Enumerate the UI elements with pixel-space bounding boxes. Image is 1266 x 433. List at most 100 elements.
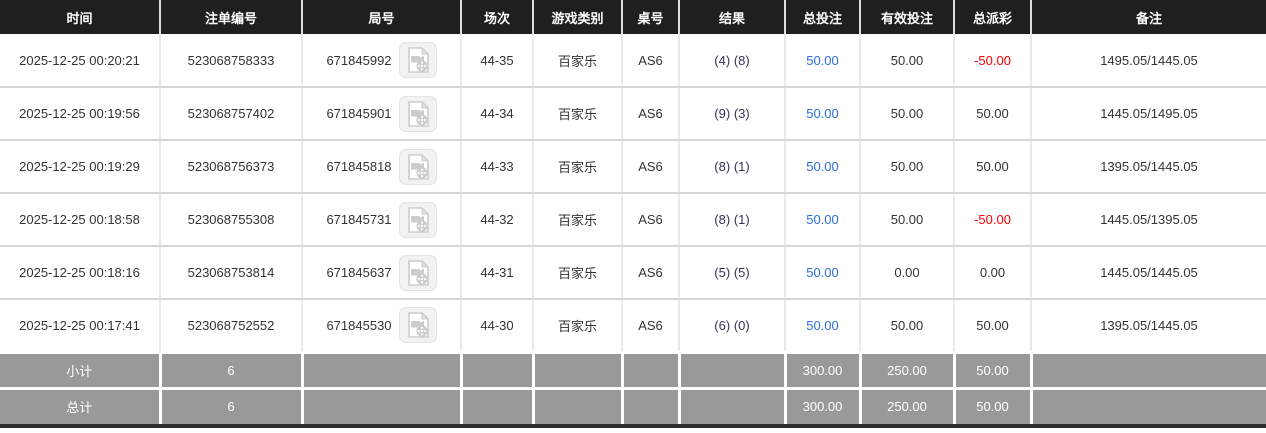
cell-valid-bet: 50.00 [860, 299, 955, 352]
cell-table-id: AS6 [622, 299, 680, 352]
video-replay-button[interactable] [398, 42, 437, 78]
round-id-text: 671845901 [326, 106, 392, 121]
cell-payout: -50.00 [954, 193, 1032, 247]
subtotal-row: 小计 6 300.00 250.00 50.00 [0, 350, 1266, 388]
cell-session: 44-31 [461, 246, 534, 300]
cell-game-type: 百家乐 [533, 140, 623, 194]
cell-time: 2025-12-25 00:20:21 [0, 34, 161, 88]
video-file-icon [407, 153, 429, 180]
cell-payout: 50.00 [954, 87, 1032, 141]
cell-time: 2025-12-25 00:18:16 [0, 246, 161, 300]
video-replay-button[interactable] [398, 201, 437, 238]
table-header: 时间 注单编号 局号 场次 游戏类别 桌号 结果 总投注 有效投注 总派彩 备注 [0, 0, 1266, 34]
player-score: (9) [714, 106, 731, 121]
cell-game-type: 百家乐 [533, 34, 623, 88]
cell-result: (8) (1) [679, 193, 786, 247]
col-header-valid-bet: 有效投注 [860, 0, 955, 34]
col-header-remark: 备注 [1031, 0, 1266, 34]
banker-score: (5) [733, 265, 750, 280]
round-id-text: 671845637 [326, 265, 392, 280]
cell-table-id: AS6 [622, 34, 680, 88]
banker-score: (1) [733, 212, 750, 227]
cell-session: 44-32 [461, 193, 534, 247]
subtotal-total-bet: 300.00 [785, 350, 862, 388]
cell-session: 44-35 [461, 34, 534, 88]
table-body: 2025-12-25 00:20:21 523068758333 6718459… [0, 34, 1266, 352]
cell-round-id: 671845530 [302, 299, 462, 352]
cell-valid-bet: 50.00 [860, 140, 955, 194]
col-header-payout: 总派彩 [954, 0, 1032, 34]
cell-remark: 1445.05/1395.05 [1031, 193, 1266, 247]
header-row: 时间 注单编号 局号 场次 游戏类别 桌号 结果 总投注 有效投注 总派彩 备注 [0, 0, 1266, 34]
round-id-text: 671845530 [326, 317, 392, 333]
cell-bet-id: 523068757402 [160, 87, 303, 141]
cell-round-id: 671845901 [302, 87, 462, 141]
col-header-round-id: 局号 [302, 0, 462, 34]
video-replay-button[interactable] [398, 95, 437, 132]
cell-game-type: 百家乐 [533, 246, 623, 300]
video-file-icon [407, 312, 429, 339]
player-score: (5) [714, 265, 731, 280]
round-id-text: 671845731 [326, 212, 392, 227]
cell-valid-bet: 50.00 [860, 193, 955, 247]
video-replay-button[interactable] [398, 307, 437, 344]
video-replay-button[interactable] [398, 148, 437, 185]
cell-bet-id: 523068755308 [160, 193, 303, 247]
cell-round-id: 671845992 [302, 34, 462, 88]
cell-total-bet[interactable]: 50.00 [785, 193, 861, 247]
cell-time: 2025-12-25 00:19:29 [0, 140, 161, 194]
table-row: 2025-12-25 00:19:56 523068757402 6718459… [0, 87, 1266, 141]
banker-score: (8) [733, 52, 750, 68]
col-header-result: 结果 [679, 0, 786, 34]
subtotal-payout: 50.00 [954, 350, 1033, 388]
cell-total-bet[interactable]: 50.00 [785, 34, 861, 88]
cell-round-id: 671845731 [302, 193, 462, 247]
cell-total-bet[interactable]: 50.00 [785, 299, 861, 352]
bottom-divider-bar [0, 424, 1266, 428]
grand-total-total-bet: 300.00 [785, 386, 862, 424]
col-header-bet-id: 注单编号 [160, 0, 303, 34]
round-id-text: 671845818 [326, 159, 392, 174]
cell-round-id: 671845818 [302, 140, 462, 194]
cell-payout: 0.00 [954, 246, 1032, 300]
col-header-total-bet: 总投注 [785, 0, 861, 34]
cell-bet-id: 523068758333 [160, 34, 303, 88]
cell-total-bet[interactable]: 50.00 [785, 87, 861, 141]
cell-table-id: AS6 [622, 246, 680, 300]
cell-time: 2025-12-25 00:17:41 [0, 299, 161, 352]
cell-session: 44-34 [461, 87, 534, 141]
cell-session: 44-33 [461, 140, 534, 194]
subtotal-label: 小计 [0, 350, 162, 388]
cell-payout: 50.00 [954, 140, 1032, 194]
grand-total-count: 6 [160, 386, 304, 424]
table-row: 2025-12-25 00:20:21 523068758333 6718459… [0, 34, 1266, 88]
cell-result: (6) (0) [679, 299, 786, 352]
grand-total-valid-bet: 250.00 [860, 386, 956, 424]
cell-payout: 50.00 [954, 299, 1032, 352]
cell-remark: 1395.05/1445.05 [1031, 140, 1266, 194]
player-score: (8) [714, 159, 731, 174]
table-footer: 小计 6 300.00 250.00 50.00 总计 6 300.00 250… [0, 350, 1266, 424]
cell-remark: 1445.05/1445.05 [1031, 246, 1266, 300]
cell-valid-bet: 0.00 [860, 246, 955, 300]
player-score: (8) [714, 212, 731, 227]
cell-bet-id: 523068756373 [160, 140, 303, 194]
cell-remark: 1395.05/1445.05 [1031, 299, 1266, 352]
cell-game-type: 百家乐 [533, 87, 623, 141]
banker-score: (1) [733, 159, 750, 174]
video-file-icon [407, 100, 429, 127]
subtotal-count: 6 [160, 350, 304, 388]
cell-game-type: 百家乐 [533, 299, 623, 352]
cell-round-id: 671845637 [302, 246, 462, 300]
grand-total-row: 总计 6 300.00 250.00 50.00 [0, 386, 1266, 424]
grand-total-payout: 50.00 [954, 386, 1033, 424]
col-header-time: 时间 [0, 0, 161, 34]
player-score: (6) [714, 317, 731, 333]
table-row: 2025-12-25 00:17:41 523068752552 6718455… [0, 299, 1266, 352]
cell-bet-id: 523068752552 [160, 299, 303, 352]
cell-total-bet[interactable]: 50.00 [785, 246, 861, 300]
cell-total-bet[interactable]: 50.00 [785, 140, 861, 194]
cell-payout: -50.00 [954, 34, 1032, 88]
video-replay-button[interactable] [398, 254, 437, 291]
player-score: (4) [714, 52, 731, 68]
